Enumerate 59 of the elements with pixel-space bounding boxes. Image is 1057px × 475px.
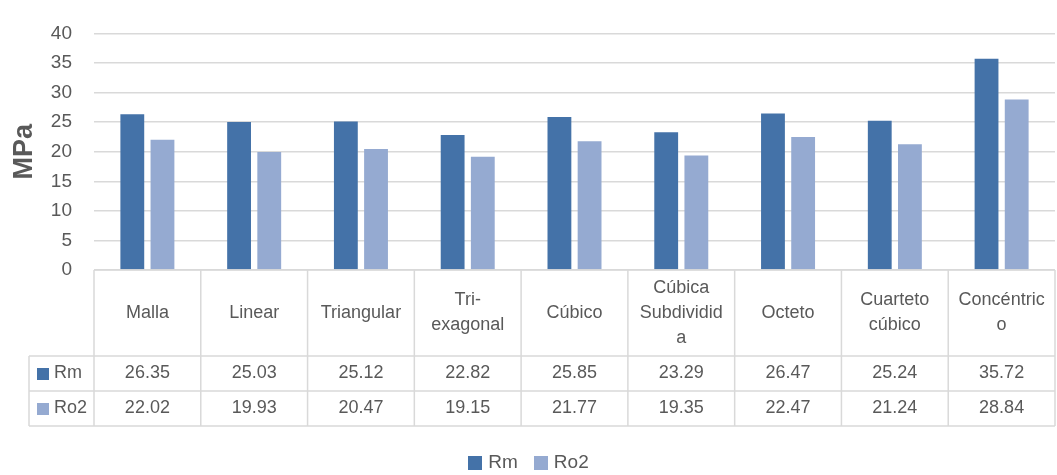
y-tick-label: 5 [61,228,72,250]
data-label: 20.47 [338,397,384,418]
bar [227,121,251,270]
y-tick-label: 30 [50,80,72,102]
text: Ro2 [553,450,589,472]
data-label: 28.84 [979,397,1025,418]
x-tick-label: Linear [229,301,280,322]
data-label: 25.12 [338,362,384,383]
y-tick-label: 20 [50,139,72,161]
bar [470,156,495,270]
y-tick-label: 40 [50,21,72,43]
bar [1004,99,1029,270]
x-tick-label: Triangular [320,301,402,322]
x-tick-label: Concéntrico [958,289,1045,335]
legend-label: Ro2 [54,397,88,418]
bar [257,152,282,270]
text: Rm [488,450,518,472]
x-tick-label: Cúbico [546,301,603,322]
data-label: 26.35 [124,362,170,383]
bar [547,117,572,270]
x-tick-label: Cuarteto cúbico [860,289,930,335]
data-label: 22.47 [765,397,811,418]
bar [867,120,892,270]
bar [120,114,145,270]
y-tick-label: 15 [50,169,72,191]
bar [684,155,709,270]
data-label: 19.15 [445,397,491,418]
data-label: 19.93 [231,397,277,418]
legend-label: Rm [54,362,82,383]
x-tick-label: Cúbica Subdividida [639,276,723,347]
y-axis-title: MPa [7,122,38,180]
y-tick-label: 25 [50,110,72,132]
data-label: 25.24 [872,362,918,383]
bar [364,148,388,270]
y-tick-label: 35 [50,51,72,73]
y-tick-label: 10 [50,199,72,221]
bar [761,113,785,270]
data-label: 25.03 [231,362,277,383]
x-tick-label: Malla [125,301,170,322]
data-label: 22.02 [124,397,170,418]
x-tick-label: Tri-exagonal [431,289,505,335]
data-label: 26.47 [765,362,811,383]
data-label: 22.82 [445,362,491,383]
bar [898,144,922,270]
data-label: 35.72 [979,362,1025,383]
data-label: 21.77 [551,397,598,418]
y-tick-label: 0 [61,258,72,280]
x-tick-label: Octeto [761,301,815,322]
data-label: 21.24 [872,397,918,418]
bar [791,137,816,270]
data-label: 23.29 [658,362,704,383]
bar [333,121,358,270]
bar [440,135,465,270]
bar [654,132,679,270]
bar [150,139,175,270]
data-label: 25.85 [551,362,598,383]
bar [577,141,602,270]
data-label: 19.35 [658,397,704,418]
bar [974,58,999,270]
